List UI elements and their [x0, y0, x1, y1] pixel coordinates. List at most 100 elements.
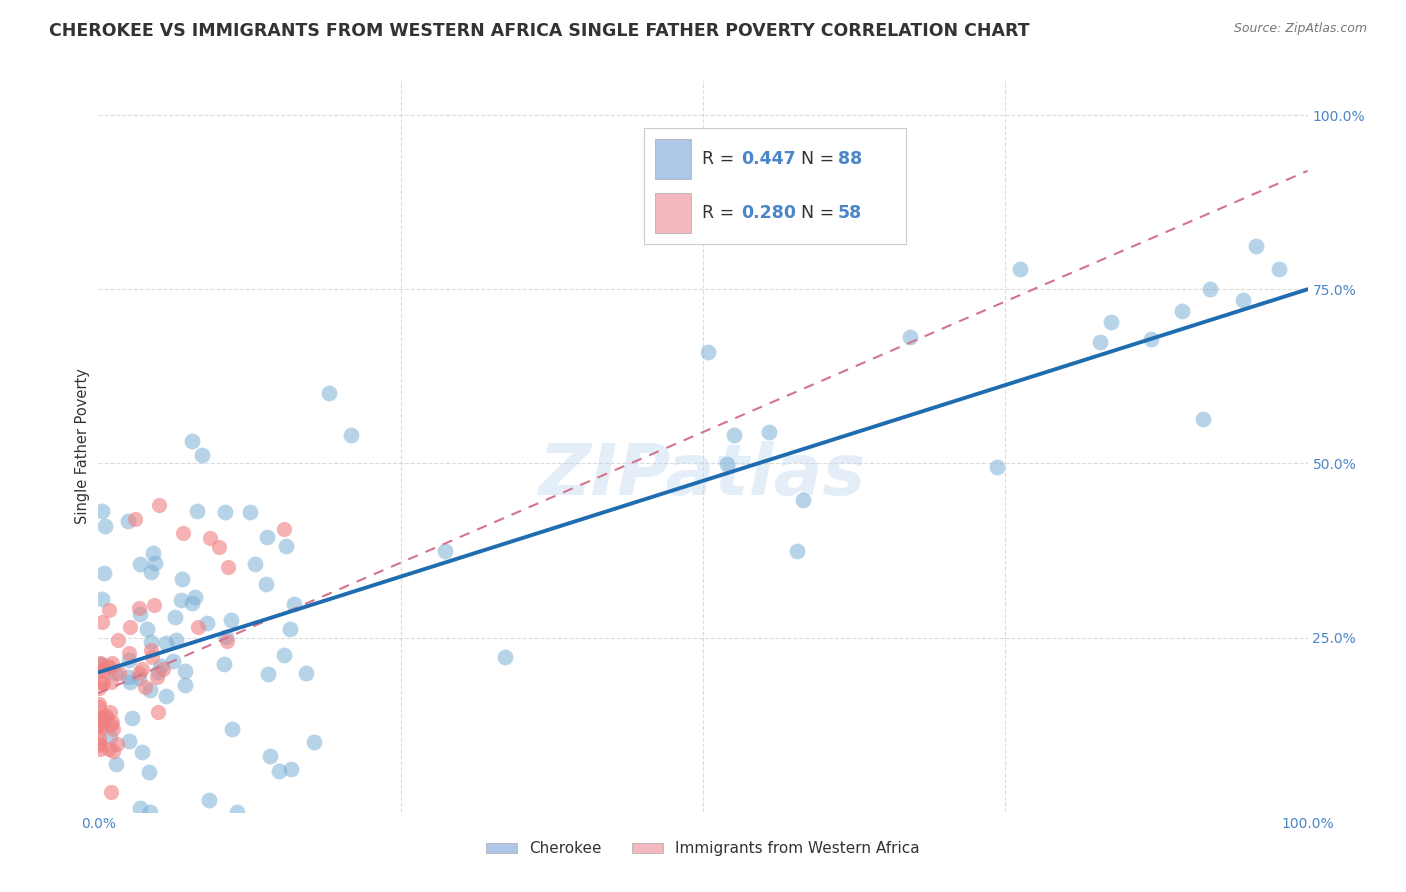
- Point: [155, 689, 177, 703]
- Point: [208, 540, 231, 554]
- Point: [256, 667, 278, 681]
- Point: [131, 662, 153, 676]
- Point: [172, 526, 194, 541]
- Point: [434, 543, 457, 558]
- Point: [104, 665, 127, 680]
- Point: [90, 615, 112, 629]
- Point: [786, 544, 808, 558]
- Point: [139, 642, 162, 657]
- Point: [91, 711, 114, 725]
- Point: [142, 546, 165, 560]
- Point: [1090, 335, 1112, 350]
- Point: [131, 745, 153, 759]
- Point: [101, 656, 124, 670]
- Text: 0.280: 0.280: [741, 204, 796, 222]
- Point: [152, 662, 174, 676]
- Point: [187, 620, 209, 634]
- Point: [87, 681, 110, 696]
- Point: [118, 646, 141, 660]
- Point: [245, 558, 267, 572]
- Point: [101, 744, 124, 758]
- Point: [1008, 262, 1031, 277]
- Point: [1244, 239, 1267, 253]
- Point: [256, 530, 278, 544]
- Point: [697, 344, 720, 359]
- Point: [139, 565, 162, 579]
- Point: [91, 664, 114, 678]
- Text: N =: N =: [801, 150, 839, 169]
- Point: [723, 428, 745, 442]
- Point: [1171, 304, 1194, 318]
- Point: [170, 572, 193, 586]
- Point: [97, 603, 120, 617]
- Point: [792, 493, 814, 508]
- Point: [91, 714, 114, 729]
- Point: [278, 622, 301, 636]
- Text: 88: 88: [838, 150, 862, 169]
- Point: [89, 711, 111, 725]
- Point: [89, 717, 111, 731]
- Point: [118, 619, 141, 633]
- Point: [128, 801, 150, 815]
- Point: [97, 659, 120, 673]
- Point: [758, 425, 780, 439]
- Point: [90, 721, 112, 735]
- FancyBboxPatch shape: [655, 139, 692, 179]
- Point: [94, 709, 117, 723]
- Point: [134, 681, 156, 695]
- Point: [898, 330, 921, 344]
- Point: [143, 598, 166, 612]
- Point: [184, 590, 207, 604]
- Point: [87, 736, 110, 750]
- Point: [173, 678, 195, 692]
- FancyBboxPatch shape: [655, 193, 692, 233]
- Text: R =: R =: [702, 150, 740, 169]
- Point: [87, 731, 110, 746]
- Point: [273, 522, 295, 536]
- Point: [1268, 261, 1291, 276]
- Point: [217, 560, 239, 574]
- Point: [165, 632, 187, 647]
- Point: [124, 512, 146, 526]
- Point: [162, 654, 184, 668]
- Point: [89, 656, 111, 670]
- Point: [128, 666, 150, 681]
- Point: [90, 657, 112, 672]
- Point: [221, 613, 243, 627]
- Point: [1232, 293, 1254, 307]
- Point: [1140, 332, 1163, 346]
- Point: [181, 596, 204, 610]
- Point: [163, 609, 186, 624]
- Point: [89, 741, 111, 756]
- Point: [91, 675, 114, 690]
- Point: [98, 661, 121, 675]
- Point: [254, 576, 277, 591]
- Point: [318, 385, 340, 400]
- Point: [87, 664, 110, 678]
- Point: [108, 665, 131, 680]
- Point: [1192, 411, 1215, 425]
- Point: [146, 670, 169, 684]
- Text: N =: N =: [801, 204, 839, 222]
- Point: [90, 658, 112, 673]
- Point: [128, 601, 150, 615]
- Point: [195, 615, 218, 630]
- Point: [276, 540, 298, 554]
- Point: [87, 719, 110, 733]
- Point: [104, 757, 127, 772]
- Point: [129, 607, 152, 622]
- Point: [280, 762, 302, 776]
- Point: [259, 748, 281, 763]
- Point: [198, 793, 221, 807]
- Point: [294, 665, 316, 680]
- Point: [191, 448, 214, 462]
- Point: [170, 593, 193, 607]
- Point: [986, 460, 1008, 475]
- Point: [214, 505, 236, 519]
- Legend: Cherokee, Immigrants from Western Africa: Cherokee, Immigrants from Western Africa: [481, 836, 925, 863]
- Point: [94, 518, 117, 533]
- Point: [302, 734, 325, 748]
- Point: [139, 805, 162, 819]
- Point: [101, 723, 124, 737]
- Point: [107, 632, 129, 647]
